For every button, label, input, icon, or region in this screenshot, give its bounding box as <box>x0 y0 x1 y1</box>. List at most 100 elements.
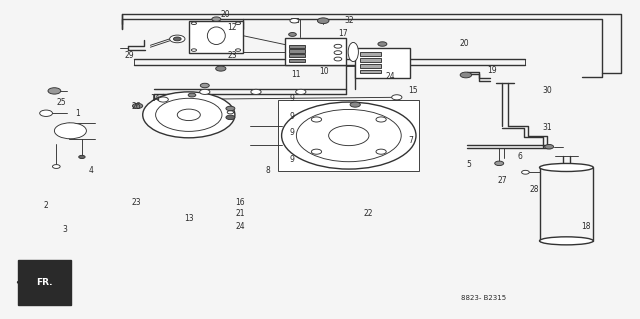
Circle shape <box>236 22 241 25</box>
Text: 3: 3 <box>63 225 68 234</box>
Circle shape <box>545 145 554 149</box>
Bar <box>289 59 305 62</box>
Text: 8: 8 <box>266 166 270 175</box>
Circle shape <box>48 88 61 94</box>
Circle shape <box>212 17 221 21</box>
Circle shape <box>376 117 386 122</box>
Bar <box>289 45 305 48</box>
Circle shape <box>158 97 168 102</box>
Circle shape <box>170 35 185 43</box>
Bar <box>360 52 381 56</box>
Circle shape <box>334 44 342 48</box>
Circle shape <box>143 92 235 138</box>
Circle shape <box>290 19 299 23</box>
Text: 13: 13 <box>184 214 194 223</box>
Circle shape <box>173 37 181 41</box>
Text: 12: 12 <box>227 23 237 32</box>
Circle shape <box>522 170 529 174</box>
Text: 24: 24 <box>385 72 395 81</box>
Text: 22: 22 <box>364 209 373 218</box>
Circle shape <box>191 49 196 51</box>
Text: 15: 15 <box>408 86 418 95</box>
Bar <box>355 48 410 78</box>
Circle shape <box>289 33 296 36</box>
Circle shape <box>495 161 504 166</box>
Text: 29: 29 <box>125 51 134 60</box>
Text: 21: 21 <box>236 209 245 218</box>
Text: 24: 24 <box>236 222 245 231</box>
Circle shape <box>200 89 210 94</box>
Circle shape <box>378 42 387 46</box>
Text: 28: 28 <box>530 185 540 194</box>
Circle shape <box>329 126 369 145</box>
Circle shape <box>376 149 386 154</box>
Circle shape <box>54 123 86 139</box>
Text: 27: 27 <box>498 176 508 185</box>
Text: 11: 11 <box>291 70 301 79</box>
Text: 6: 6 <box>517 152 522 161</box>
Text: 19: 19 <box>488 66 497 75</box>
Text: 30: 30 <box>543 86 552 95</box>
Text: 23: 23 <box>131 198 141 207</box>
Text: 9: 9 <box>289 128 294 137</box>
Text: FR.: FR. <box>36 278 53 287</box>
Circle shape <box>132 103 143 108</box>
Bar <box>360 70 381 73</box>
Text: 14: 14 <box>150 94 160 103</box>
Bar <box>285 38 346 65</box>
Text: 20: 20 <box>460 39 469 48</box>
Circle shape <box>350 102 360 107</box>
Circle shape <box>312 149 322 154</box>
Circle shape <box>282 102 416 169</box>
Circle shape <box>226 115 235 120</box>
Bar <box>278 100 419 171</box>
Circle shape <box>317 18 329 24</box>
Text: 4: 4 <box>88 166 93 175</box>
Circle shape <box>216 66 226 71</box>
Circle shape <box>40 110 52 116</box>
Bar <box>289 54 305 57</box>
Circle shape <box>226 106 235 111</box>
Text: 25: 25 <box>56 98 66 107</box>
Text: 17: 17 <box>338 29 348 38</box>
Text: 23: 23 <box>227 51 237 60</box>
Circle shape <box>334 57 342 61</box>
Text: 31: 31 <box>543 123 552 132</box>
Circle shape <box>52 165 60 168</box>
Circle shape <box>312 117 322 122</box>
Bar <box>289 49 305 53</box>
Ellipse shape <box>348 42 358 62</box>
Text: 9: 9 <box>289 94 294 103</box>
Ellipse shape <box>540 237 593 245</box>
Text: 2: 2 <box>44 201 48 210</box>
Text: 26: 26 <box>131 102 141 111</box>
Circle shape <box>191 22 196 25</box>
Text: 32: 32 <box>344 16 354 25</box>
Text: 9: 9 <box>289 155 294 164</box>
Circle shape <box>251 89 261 94</box>
Bar <box>189 21 243 53</box>
Text: 5: 5 <box>466 160 471 169</box>
Bar <box>360 58 381 62</box>
Circle shape <box>227 111 234 114</box>
Text: 7: 7 <box>408 136 413 145</box>
Text: 9: 9 <box>289 112 294 121</box>
Circle shape <box>236 49 241 51</box>
Circle shape <box>79 155 85 159</box>
Text: 10: 10 <box>319 67 328 76</box>
Text: 8823- B2315: 8823- B2315 <box>461 295 506 301</box>
Circle shape <box>296 89 306 94</box>
Circle shape <box>296 109 401 162</box>
Circle shape <box>156 98 222 131</box>
Text: 18: 18 <box>581 222 591 231</box>
Circle shape <box>334 51 342 55</box>
Circle shape <box>177 109 200 121</box>
Text: 16: 16 <box>236 198 245 207</box>
Circle shape <box>392 95 402 100</box>
Circle shape <box>188 93 196 97</box>
Circle shape <box>460 72 472 78</box>
Circle shape <box>200 83 209 88</box>
Text: 1: 1 <box>76 109 80 118</box>
Bar <box>360 64 381 68</box>
Ellipse shape <box>207 27 225 44</box>
